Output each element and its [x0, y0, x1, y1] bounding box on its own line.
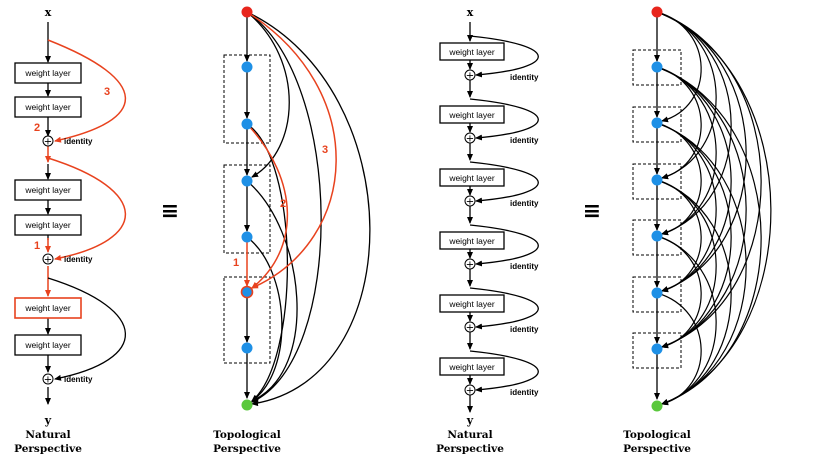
path-number-1: 1	[34, 240, 40, 252]
dense-connection-arc	[656, 122, 702, 236]
dense-connection-arc	[656, 66, 717, 236]
dense-connection-arc	[656, 66, 732, 292]
graph-node	[241, 342, 253, 354]
path-number-2: 2	[280, 198, 286, 210]
graph-node	[651, 117, 663, 129]
add-node	[42, 135, 54, 147]
weight-layer-box	[439, 42, 505, 61]
caption-line2: Perspective	[436, 443, 504, 455]
identity-label: identity	[64, 255, 93, 264]
path-number-3: 3	[104, 86, 110, 98]
input-x-label: x	[467, 6, 474, 19]
svg-text:+: +	[44, 255, 52, 266]
dense-connection-arc	[656, 66, 702, 180]
weight-layer-box	[14, 334, 82, 356]
weight-layer-label: weight layer	[24, 185, 71, 195]
dense-block-repeat: weight layer + identity	[439, 35, 539, 98]
weight-layer-box	[14, 179, 82, 201]
dense-connection-arc	[656, 66, 762, 405]
weight-layer-label: weight layer	[24, 220, 71, 230]
graph-node	[651, 343, 663, 355]
path-number-1: 1	[233, 257, 239, 269]
skip-connection-2	[47, 157, 127, 261]
end-node	[651, 400, 663, 412]
weight-layer-box-highlighted	[14, 297, 82, 319]
caption-line2: Perspective	[623, 443, 691, 455]
graph-node	[241, 118, 253, 130]
dense-connection-arc	[656, 11, 717, 180]
identity-label: identity	[64, 375, 93, 384]
dense-connection-arc	[656, 11, 732, 235]
dense-connection-arc	[656, 11, 762, 348]
skip-connection-black	[47, 277, 127, 381]
svg-text:+: +	[44, 375, 52, 386]
weight-layer-label: weight layer	[24, 303, 71, 313]
dense-connection-arc	[656, 11, 702, 123]
dense-connection-arc	[656, 66, 747, 348]
equivalence-symbol: ≡	[583, 199, 601, 224]
caption-line2: Perspective	[14, 443, 82, 455]
dense-connection-arc	[656, 122, 732, 348]
equivalence-symbol: ≡	[161, 199, 179, 224]
path-number-2: 2	[34, 122, 40, 134]
graph-node	[241, 231, 253, 243]
caption-line1: Natural	[25, 429, 70, 441]
weight-layer-label: weight layer	[24, 102, 71, 112]
panel-natural-resnet: x y weight layer weight layer weight lay…	[14, 6, 127, 455]
output-y-label: y	[466, 414, 474, 427]
caption-line2: Perspective	[213, 443, 281, 455]
weight-layer-box	[14, 214, 82, 236]
path-2-arc	[246, 123, 289, 289]
identity-label: identity	[510, 73, 539, 82]
dense-connection-arc	[656, 179, 732, 405]
caption-line1: Topological	[623, 429, 690, 441]
identity-label: identity	[64, 137, 93, 146]
caption-line1: Natural	[447, 429, 492, 441]
weight-layer-label: weight layer	[24, 340, 71, 350]
graph-node	[241, 175, 253, 187]
svg-text:+: +	[44, 137, 52, 148]
panel-topological-dense: Topological Perspective	[623, 6, 772, 455]
dense-connection-arcs	[656, 11, 772, 406]
path-3-arc	[246, 11, 337, 289]
skip-connection-3	[47, 39, 127, 143]
graph-node-highlighted	[240, 285, 254, 299]
caption-line1: Topological	[213, 429, 280, 441]
weight-layer-label: weight layer	[24, 68, 71, 78]
end-node	[241, 399, 253, 411]
dense-connection-arc	[656, 122, 717, 293]
dense-connection-arc	[656, 179, 702, 293]
dense-connection-arc	[656, 122, 747, 405]
graph-node	[651, 174, 663, 186]
panel-topological-resnet: 3 2 1 Topological Perspective	[213, 6, 371, 455]
panel-natural-dense: x y weight layer + identity Natural Pers…	[436, 6, 539, 455]
graph-node	[241, 61, 253, 73]
add-node	[42, 373, 54, 385]
svg-text:+: +	[466, 71, 474, 82]
dense-connection-arc	[656, 235, 717, 406]
add-node	[42, 253, 54, 265]
weight-layer-box	[14, 96, 82, 118]
weight-layer-label: weight layer	[448, 47, 495, 57]
dense-connection-arc	[656, 292, 702, 406]
output-y-label: y	[44, 414, 52, 427]
dense-connection-arc	[656, 179, 717, 349]
graph-node	[651, 230, 663, 242]
start-node	[241, 6, 253, 18]
graph-node	[651, 287, 663, 299]
start-node	[651, 6, 663, 18]
path-number-3: 3	[322, 144, 328, 156]
input-x-label: x	[45, 6, 52, 19]
graph-node	[651, 61, 663, 73]
weight-layer-box	[14, 62, 82, 84]
